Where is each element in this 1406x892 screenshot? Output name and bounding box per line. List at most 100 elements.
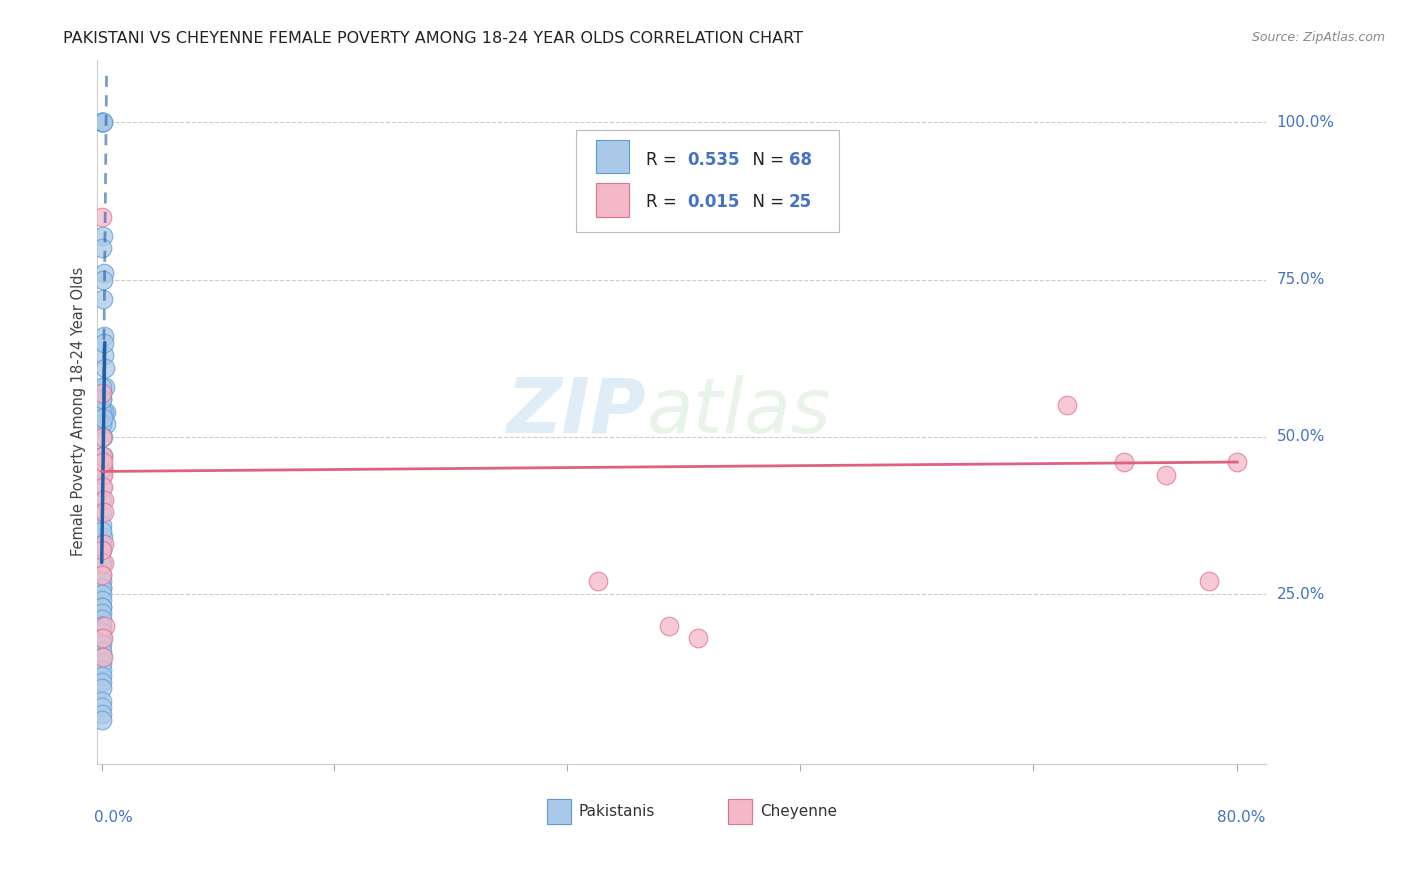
Point — [91, 568, 114, 582]
Point — [686, 631, 709, 645]
Point — [90, 612, 112, 626]
Point — [94, 379, 117, 393]
Point — [90, 618, 112, 632]
Text: 0.015: 0.015 — [688, 193, 740, 211]
Point — [91, 649, 114, 664]
Point — [90, 115, 112, 129]
Point — [91, 606, 114, 620]
Point — [91, 430, 114, 444]
Point — [91, 631, 114, 645]
Bar — [547, 799, 571, 823]
Text: Source: ZipAtlas.com: Source: ZipAtlas.com — [1251, 31, 1385, 45]
Point — [91, 461, 114, 475]
Text: Cheyenne: Cheyenne — [759, 805, 837, 819]
Point — [91, 449, 114, 463]
Point — [90, 524, 112, 539]
Point — [90, 700, 112, 714]
Point — [91, 587, 114, 601]
Point — [90, 675, 112, 690]
Point — [91, 568, 114, 582]
Point — [91, 643, 114, 657]
Point — [91, 449, 114, 463]
Point — [91, 543, 114, 558]
Text: PAKISTANI VS CHEYENNE FEMALE POVERTY AMONG 18-24 YEAR OLDS CORRELATION CHART: PAKISTANI VS CHEYENNE FEMALE POVERTY AMO… — [63, 31, 803, 46]
Point — [91, 480, 114, 494]
Point — [90, 449, 112, 463]
Point — [91, 517, 114, 532]
Text: 75.0%: 75.0% — [1277, 272, 1324, 287]
Point — [91, 461, 114, 475]
Point — [90, 392, 112, 406]
Text: atlas: atlas — [647, 375, 831, 449]
Text: 0.535: 0.535 — [688, 151, 740, 169]
Text: N =: N = — [742, 193, 790, 211]
Text: Pakistanis: Pakistanis — [579, 805, 655, 819]
Point — [1112, 455, 1135, 469]
Point — [91, 631, 114, 645]
Point — [93, 266, 115, 280]
Point — [90, 593, 112, 607]
Point — [91, 241, 114, 255]
Text: 25: 25 — [789, 193, 813, 211]
Text: 25.0%: 25.0% — [1277, 587, 1324, 601]
Point — [91, 411, 114, 425]
Point — [91, 417, 114, 432]
Point — [91, 618, 114, 632]
Point — [90, 581, 112, 595]
Point — [93, 405, 115, 419]
Point — [90, 599, 112, 614]
Point — [91, 405, 114, 419]
Point — [91, 115, 114, 129]
Point — [90, 713, 112, 727]
Point — [91, 115, 114, 129]
Bar — [596, 184, 628, 218]
Point — [90, 681, 112, 696]
Point — [90, 694, 112, 708]
Point — [91, 385, 114, 400]
Point — [94, 405, 117, 419]
Point — [93, 556, 115, 570]
Text: 100.0%: 100.0% — [1277, 115, 1334, 130]
Point — [588, 574, 610, 589]
Point — [94, 618, 117, 632]
Point — [91, 556, 114, 570]
Y-axis label: Female Poverty Among 18-24 Year Olds: Female Poverty Among 18-24 Year Olds — [72, 267, 86, 557]
Point — [90, 663, 112, 677]
Point — [90, 467, 112, 482]
Bar — [596, 140, 628, 173]
Point — [91, 273, 114, 287]
Text: 68: 68 — [789, 151, 813, 169]
Point — [91, 115, 114, 129]
Point — [90, 657, 112, 671]
Point — [93, 329, 115, 343]
Point — [91, 492, 114, 507]
Point — [90, 624, 112, 639]
Point — [90, 556, 112, 570]
Point — [93, 348, 115, 362]
Point — [91, 581, 114, 595]
Point — [90, 706, 112, 721]
Point — [93, 492, 115, 507]
Point — [658, 618, 681, 632]
Point — [91, 537, 114, 551]
Point — [90, 637, 112, 651]
Point — [1156, 467, 1178, 482]
Point — [91, 385, 114, 400]
Text: R =: R = — [647, 151, 682, 169]
Point — [91, 392, 114, 406]
Text: ZIP: ZIP — [506, 375, 647, 449]
Point — [90, 543, 112, 558]
Point — [93, 360, 115, 375]
Point — [91, 292, 114, 306]
Point — [91, 430, 114, 444]
Point — [91, 461, 114, 475]
Bar — [728, 799, 752, 823]
Text: R =: R = — [647, 193, 682, 211]
Point — [91, 505, 114, 519]
Point — [91, 574, 114, 589]
Text: 0.0%: 0.0% — [94, 810, 132, 824]
Point — [93, 335, 115, 350]
Text: N =: N = — [742, 151, 790, 169]
Point — [91, 480, 114, 494]
Point — [90, 631, 112, 645]
